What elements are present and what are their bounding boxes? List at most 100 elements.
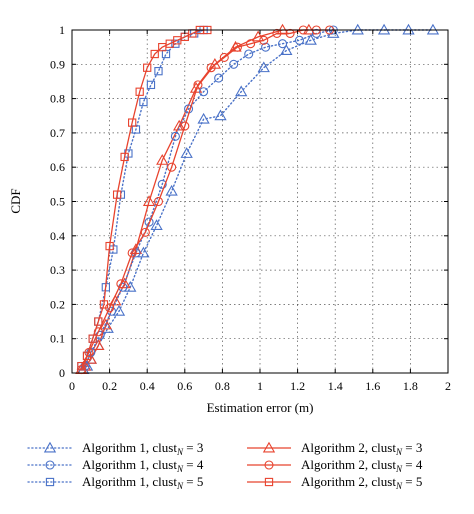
series-6-point (94, 317, 103, 326)
series-4-point (219, 52, 229, 62)
series-6-point (99, 300, 109, 309)
y-tick-label: 0.4 (50, 229, 65, 243)
x-tick-label: 2 (445, 379, 451, 393)
x-tick-label: 1.4 (328, 379, 343, 393)
series-1-point (351, 23, 364, 35)
series-6-point (105, 241, 114, 251)
y-tick-label: 0.1 (50, 332, 65, 346)
legend-label: Algorithm 1, clustN = 3 (82, 440, 203, 457)
series-5-point (146, 80, 156, 90)
legend-entry-2: Algorithm 2, clustN = 3 (247, 440, 422, 457)
x-tick-label: 1.8 (403, 379, 418, 393)
x-axis-ticks: 0 0.2 0.4 0.6 0.8 1 1.2 1.4 1.6 1.8 2 (69, 30, 451, 393)
series-3-point (294, 35, 305, 45)
y-tick-label: 0.9 (50, 57, 65, 71)
x-tick-label: 1.2 (290, 379, 305, 393)
series-1-point (377, 23, 391, 35)
series-6-point (82, 351, 92, 360)
series-2-point (156, 154, 169, 165)
series-1-point (304, 33, 317, 45)
x-tick-label: 0.4 (140, 379, 155, 393)
x-tick-label: 0.6 (177, 379, 192, 393)
series-3-point (278, 39, 288, 49)
series-4 (76, 25, 335, 375)
series-6-point (112, 190, 122, 199)
y-tick-label: 0.7 (50, 126, 65, 140)
series-1-point (197, 112, 210, 124)
series-1-point (426, 23, 440, 35)
y-tick-label: 0.8 (50, 92, 65, 106)
legend-marker-sample (45, 460, 55, 470)
series-4-point (232, 42, 242, 52)
series-5-point (154, 67, 163, 76)
series-1-point (180, 147, 193, 158)
y-axis-ticks: 0 0.1 0.2 0.3 0.4 0.5 0.6 0.7 0.8 0.9 1 (50, 23, 448, 380)
series-6-point (120, 152, 129, 162)
series-4-point (259, 35, 269, 45)
series-6-line (80, 29, 208, 367)
legend-label: Algorithm 1, clustN = 4 (82, 457, 204, 474)
series-2-point (251, 30, 265, 42)
series-6-point (143, 63, 152, 72)
series-6 (77, 25, 212, 371)
series-1-point (280, 44, 293, 56)
legend-marker-sample (45, 477, 55, 487)
series-2-point (92, 339, 105, 351)
series-1-point (235, 85, 248, 97)
x-tick-label: 0.8 (215, 379, 230, 393)
series-4-point (153, 196, 164, 207)
series-3-point (214, 73, 224, 83)
series-1-point (165, 184, 178, 196)
legend-entry-5: Algorithm 1, clustN = 5 (27, 474, 203, 491)
series-4-point (127, 248, 137, 258)
x-tick-label: 1 (257, 379, 263, 393)
legend-entry-6: Algorithm 2, clustN = 5 (247, 474, 422, 491)
series-2-point (142, 195, 156, 206)
series-4-point (272, 28, 282, 38)
series-4-point (206, 63, 216, 73)
series-3-point (229, 59, 239, 69)
x-tick-label: 0 (69, 379, 75, 393)
y-tick-label: 0.3 (50, 263, 65, 277)
series-3-point (261, 42, 271, 52)
series-6-point (128, 118, 137, 127)
y-tick-label: 0.5 (50, 195, 65, 209)
series-3-point (244, 49, 254, 59)
series-6-point (135, 87, 144, 96)
series-3-point (170, 131, 180, 141)
series-4-point (246, 39, 256, 49)
series-1-point (124, 280, 137, 292)
series-1-point (112, 304, 126, 316)
series-4-point (285, 28, 295, 38)
series-3-point (199, 87, 209, 97)
y-tick-label: 0.2 (50, 297, 65, 311)
series-4-point (167, 162, 177, 172)
series-layer (75, 23, 440, 375)
legend: Algorithm 1, clustN = 3 Algorithm 2, clus… (27, 440, 423, 491)
series-1-point (214, 109, 227, 121)
legend-label: Algorithm 2, clustN = 3 (301, 440, 422, 457)
series-1-point (402, 23, 415, 35)
series-3-point (157, 179, 167, 189)
series-2-line (80, 29, 309, 371)
y-axis-label: CDF (8, 188, 23, 213)
series-6-point (150, 49, 159, 59)
series-4-point (193, 80, 203, 90)
legend-label: Algorithm 2, clustN = 5 (301, 474, 422, 491)
legend-marker-sample (43, 441, 57, 453)
legend-entry-3: Algorithm 1, clustN = 4 (27, 457, 204, 474)
y-tick-label: 0.6 (50, 160, 65, 174)
series-4-point (180, 121, 190, 131)
y-tick-label: 1 (59, 23, 65, 37)
x-axis-label: Estimation error (m) (207, 400, 314, 415)
legend-marker-sample (264, 477, 274, 487)
series-3-point (144, 217, 154, 227)
legend-entry-1: Algorithm 1, clustN = 3 (27, 440, 203, 457)
x-tick-label: 0.2 (102, 379, 117, 393)
legend-label: Algorithm 1, clustN = 5 (82, 474, 203, 491)
series-2-point (99, 318, 112, 330)
series-1-line (82, 29, 434, 371)
series-4-point (116, 279, 126, 289)
